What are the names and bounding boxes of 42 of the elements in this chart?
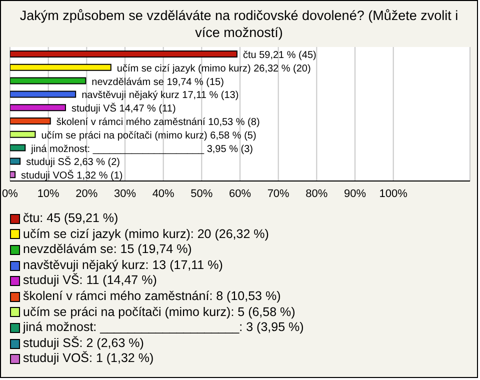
bar — [10, 118, 51, 124]
chart-title: Jakým způsobem se vzděláváte na rodičovské dovolené? (Můžete zvolit i více možností) — [18, 7, 460, 42]
x-tick-label: 10% — [37, 188, 60, 200]
text: studuji VŠ: 11 (14,47 %) — [23, 273, 157, 289]
category-label: nevzdělávám se 19,74 % (15) — [92, 76, 224, 88]
category-label: studuji VŠ 14,47 % (11) — [71, 104, 176, 115]
bar — [10, 130, 36, 138]
category-label: jiná možnost: ____________________ 3,95 % (3) — [31, 144, 253, 155]
text: učím se práci na počítači (mimo kurz): 5 (6,58 %) — [23, 304, 296, 320]
category-label: učím se cizí jazyk (mimo kurz) 26,32 % (20) — [116, 63, 311, 74]
bar — [10, 77, 86, 84]
bar — [10, 90, 76, 98]
bar — [10, 144, 26, 152]
x-tick-label: 100% — [379, 188, 408, 200]
text: jiná možnost: ____________________: 3 (3,95 %) — [23, 320, 304, 336]
x-tick-label: 70% — [267, 188, 290, 200]
bar — [10, 50, 238, 58]
text: učím se cizí jazyk (mimo kurz): 20 (26,32 %) — [23, 226, 269, 242]
x-tick-label: 90% — [344, 188, 366, 200]
text: studuji SŠ: 2 (2,63 %) — [23, 336, 144, 351]
bar — [10, 104, 66, 112]
category-label: učím se práci na počítači (mimo kurz) 6,58 % (5) — [41, 130, 256, 142]
text: studuji VOŠ: 1 (1,32 %) — [23, 351, 154, 367]
text: navštěvuji nějaký kurz: 13 (17,11 %) — [23, 258, 223, 273]
x-tick-label: 40% — [152, 188, 175, 200]
text: nevzdělávám se: 15 (19,74 %) — [23, 242, 192, 258]
bar — [10, 158, 21, 165]
bar — [10, 64, 112, 71]
x-tick-label: 50% — [190, 188, 213, 200]
category-label: studuji VOŠ 1,32 % (1) — [21, 170, 123, 182]
x-tick-label: 80% — [306, 188, 328, 200]
text: čtu: 45 (59,21 %) — [23, 211, 118, 227]
x-tick-label: 20% — [76, 188, 98, 200]
bar — [10, 171, 16, 178]
x-tick-label: 30% — [114, 188, 136, 200]
x-tick-label: 0% — [2, 188, 18, 200]
x-tick-label: 60% — [228, 188, 252, 200]
category-label: čtu 59,21 % (45) — [242, 50, 316, 61]
category-label: navštěvuji nějaký kurz 17,11 % (13) — [82, 90, 239, 102]
text: školení v rámci mého zaměstnání: 8 (10,53 %) — [23, 288, 281, 305]
category-label: studuji SŠ 2,63 % (2) — [26, 157, 120, 168]
category-label: školení v rámci mého zaměstnání 10,53 % (8) — [56, 117, 260, 128]
